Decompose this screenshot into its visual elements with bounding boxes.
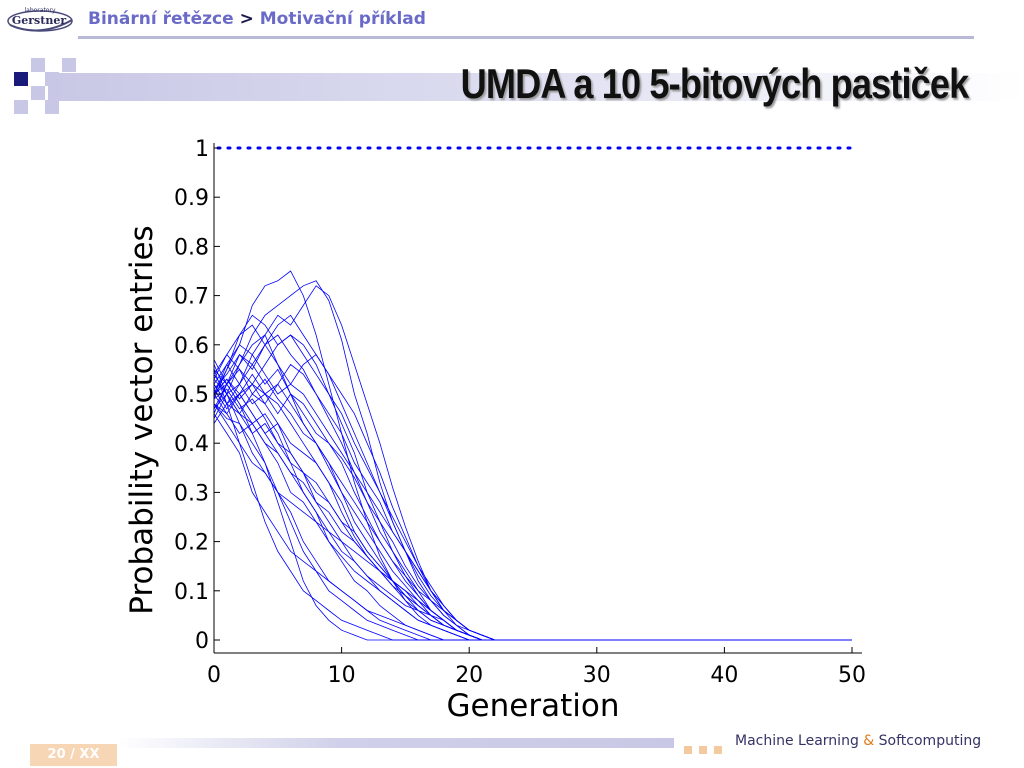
series-line-14 — [213, 373, 852, 641]
footer-band — [118, 738, 674, 748]
y-tick-label: 1 — [195, 137, 209, 162]
y-tick-label: 0.9 — [174, 186, 209, 211]
series-line-4 — [213, 359, 852, 641]
course-name-amp: & — [863, 733, 875, 749]
y-tick-label: 0.4 — [174, 432, 209, 457]
x-tick-label: 50 — [838, 663, 866, 688]
y-tick-label: 0.2 — [174, 531, 209, 556]
footer-squares — [684, 739, 729, 754]
series-line-1 — [213, 369, 852, 641]
series-line-29 — [213, 403, 852, 641]
gerstner-logo: laboratory Gerstner — [7, 7, 73, 32]
axis-ticks: 0 10 20 30 40 50 0 0.1 0.2 0.3 0.4 0.5 0.6 0.7 0.8 0.9 1 — [174, 137, 866, 688]
logo-top-text: laboratory — [24, 7, 55, 14]
series-line-30 — [213, 334, 852, 641]
series-line-23 — [213, 413, 852, 641]
series-line-3 — [213, 403, 852, 641]
series-line-12 — [213, 285, 852, 641]
x-tick-label: 30 — [583, 663, 611, 688]
y-axis-label: Probability vector entries — [124, 225, 160, 614]
breadcrumb-page[interactable]: Motivační příklad — [259, 9, 426, 29]
series-lines — [213, 270, 852, 641]
series-line-5 — [213, 280, 852, 641]
series-line-2 — [213, 270, 852, 641]
x-tick-label: 0 — [207, 663, 221, 688]
y-tick-label: 0.7 — [174, 285, 209, 310]
header-divider — [78, 36, 974, 39]
y-tick-label: 0.5 — [174, 383, 209, 408]
title-decoration-squares — [14, 58, 76, 114]
course-name-part2: Softcomputing — [878, 733, 982, 749]
y-tick-label: 0.1 — [174, 580, 209, 605]
breadcrumb: Binární řetězce > Motivační příklad — [88, 9, 426, 29]
series-line-15 — [213, 353, 852, 641]
x-axis-label: Generation — [447, 688, 620, 724]
breadcrumb-separator: > — [239, 9, 254, 29]
x-tick-label: 20 — [455, 663, 483, 688]
series-line-24 — [213, 378, 852, 641]
y-tick-label: 0.8 — [174, 235, 209, 260]
course-name: Machine Learning & Softcomputing — [735, 733, 981, 749]
series-line-11 — [213, 388, 852, 641]
breadcrumb-section[interactable]: Binární řetězce — [88, 9, 234, 29]
series-line-21 — [213, 388, 852, 641]
title-band — [48, 73, 1024, 101]
series-line-22 — [213, 354, 852, 641]
y-tick-label: 0 — [195, 629, 209, 654]
y-tick-label: 0.3 — [174, 481, 209, 506]
series-line-16 — [213, 403, 852, 641]
course-name-part1: Machine Learning — [735, 733, 859, 749]
x-tick-label: 10 — [328, 663, 356, 688]
series-line-7 — [213, 378, 852, 641]
page-title: UMDA a 10 5-bitových pastiček — [460, 60, 969, 107]
y-tick-label: 0.6 — [174, 334, 209, 359]
x-tick-label: 40 — [710, 663, 738, 688]
logo-name-text: Gerstner — [12, 14, 66, 27]
page-number: 20 / XX — [30, 744, 117, 766]
